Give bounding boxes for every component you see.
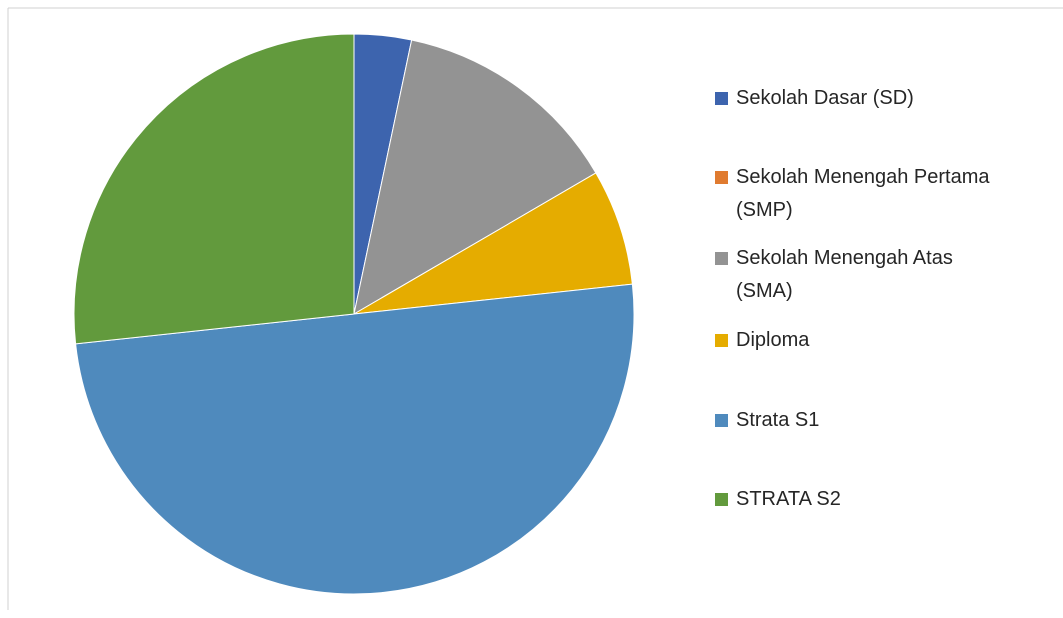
pie-slice xyxy=(75,283,635,595)
pie-slice xyxy=(73,33,355,345)
legend-swatch xyxy=(715,92,728,105)
legend-entry: STRATA S2 xyxy=(715,483,990,516)
legend-swatch xyxy=(715,171,728,184)
legend-entry: Sekolah Menengah Atas (SMA) xyxy=(715,242,990,308)
legend-label: Sekolah Dasar (SD) xyxy=(736,87,914,109)
legend-swatch xyxy=(715,252,728,265)
legend-entry: Sekolah Dasar (SD) xyxy=(715,82,990,115)
legend-swatch xyxy=(715,414,728,427)
pie-slice xyxy=(353,172,633,315)
legend-label: Diploma xyxy=(736,329,810,351)
pie-slice xyxy=(353,39,597,315)
legend-entry: Diploma xyxy=(715,324,990,357)
legend-entry: Strata S1 xyxy=(715,404,990,437)
legend-label: Strata S1 xyxy=(736,409,820,431)
legend-label: Sekolah Menengah Atas (SMA) xyxy=(736,247,953,302)
legend-swatch xyxy=(715,334,728,347)
legend-entry: Sekolah Menengah Pertama (SMP) xyxy=(715,161,990,227)
legend-swatch xyxy=(715,493,728,506)
legend-label: Sekolah Menengah Pertama (SMP) xyxy=(736,166,990,221)
legend-label: STRATA S2 xyxy=(736,488,841,510)
